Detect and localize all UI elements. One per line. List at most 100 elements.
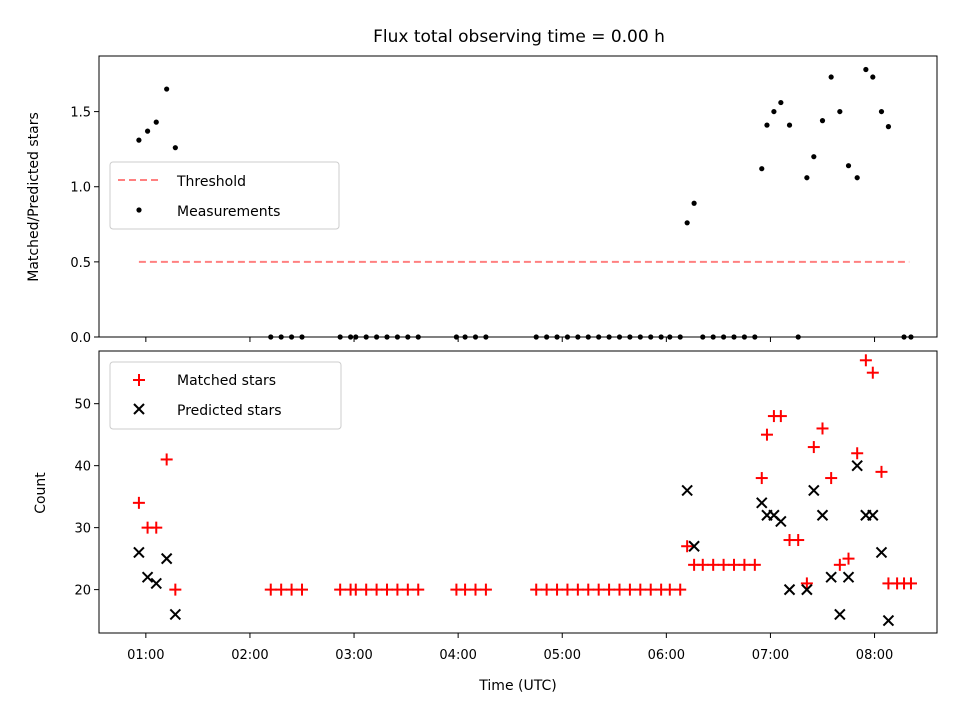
matched-star-point — [774, 410, 787, 423]
counts-marks — [132, 354, 917, 627]
measurement-point — [819, 118, 826, 124]
matched-star-point — [634, 583, 647, 596]
matched-star-point — [479, 583, 492, 596]
counts-legend-box — [109, 361, 342, 430]
y-tick-label: 30 — [74, 522, 91, 537]
measurement-point — [863, 66, 869, 73]
matched-star-point — [160, 453, 173, 466]
matched-star-point — [663, 583, 676, 596]
matched-star-point — [792, 534, 805, 547]
matched-star-point — [738, 558, 751, 571]
matched-star-point — [360, 583, 373, 596]
predicted-star-point — [867, 509, 879, 521]
measurement-point — [764, 122, 770, 128]
measurement-point — [691, 200, 697, 206]
matched-star-point — [592, 583, 605, 596]
matched-star-point — [833, 558, 846, 571]
measurement-point — [804, 175, 810, 181]
matched-star-point — [800, 577, 813, 590]
matched-star-point — [748, 558, 761, 571]
legend-threshold-label: Threshold — [176, 174, 246, 190]
matched-star-point — [582, 583, 595, 596]
measurement-point — [136, 137, 142, 143]
matched-star-point — [412, 583, 425, 596]
matched-star-point — [264, 583, 277, 596]
matched-star-point — [807, 441, 820, 454]
matched-star-point — [132, 496, 145, 509]
y-tick-label: 40 — [74, 460, 91, 475]
measurement-point — [811, 154, 817, 160]
ratio-x-ticks — [145, 337, 876, 342]
predicted-star-point — [851, 459, 863, 472]
ratio-axes-frame — [98, 55, 938, 338]
predicted-star-point — [842, 571, 855, 583]
predicted-star-point — [160, 552, 173, 565]
predicted-star-point — [688, 540, 700, 552]
x-tick-label: 01:00 — [127, 648, 164, 663]
predicted-star-point — [775, 515, 787, 528]
predicted-star-point — [783, 583, 796, 596]
matched-star-point — [285, 583, 298, 596]
x-tick-label: 04:00 — [439, 648, 476, 663]
predicted-star-point — [875, 546, 888, 559]
ratio-y-ticks: 0.0 0.5 1.0 1.5 — [70, 106, 99, 346]
measurement-point — [837, 108, 843, 115]
matched-star-point — [875, 465, 888, 478]
legend-predicted-label: Predicted stars — [177, 403, 282, 419]
measurement-point — [164, 86, 170, 92]
legend-predicted-swatch — [133, 403, 145, 415]
x-axis-label: Time (UTC) — [478, 678, 556, 694]
counts-y-axis-label: Count — [33, 472, 49, 514]
measurement-point — [786, 122, 793, 128]
ratio-y-axis-label: Matched/Predicted stars — [26, 112, 42, 282]
y-tick-label: 1.0 — [70, 181, 91, 196]
ratio-legend: Threshold Measurements — [109, 161, 340, 230]
measurement-point — [153, 119, 159, 125]
counts-legend: Matched stars Predicted stars — [109, 361, 342, 430]
measurement-point — [771, 108, 777, 115]
measurement-point — [885, 124, 892, 130]
x-tick-label: 03:00 — [335, 648, 372, 663]
matched-star-point — [644, 583, 657, 596]
predicted-star-point — [681, 484, 693, 497]
matched-star-point — [674, 583, 687, 596]
y-tick-label: 0.5 — [70, 256, 91, 271]
chart-title: Flux total observing time = 0.00 h — [373, 27, 665, 47]
ratio-legend-box — [109, 161, 340, 230]
matched-star-point — [401, 583, 414, 596]
measurement-point — [878, 108, 885, 115]
predicted-star-point — [169, 608, 182, 621]
predicted-star-point — [834, 608, 846, 621]
matched-star-point — [755, 472, 768, 485]
predicted-star-point — [133, 546, 145, 559]
y-tick-label: 20 — [74, 584, 91, 599]
predicted-star-point — [141, 571, 154, 583]
matched-star-point — [349, 583, 362, 596]
measurement-point — [144, 128, 151, 134]
matched-star-point — [530, 583, 543, 596]
matched-star-point — [717, 558, 730, 571]
matched-star-point — [571, 583, 584, 596]
x-tick-label: 08:00 — [856, 648, 893, 663]
measurement-point — [684, 220, 690, 226]
x-tick-label: 05:00 — [544, 648, 581, 663]
matched-star-point — [904, 577, 917, 590]
predicted-star-point — [882, 614, 895, 627]
counts-axes-frame — [98, 350, 938, 634]
legend-measurements-swatch — [136, 207, 142, 213]
y-tick-label: 1.5 — [70, 106, 91, 121]
matched-star-point — [391, 583, 404, 596]
matched-star-point — [866, 366, 879, 379]
matched-star-point — [681, 540, 694, 553]
predicted-star-point — [150, 577, 162, 590]
matched-star-point — [561, 583, 574, 596]
matched-star-point — [623, 583, 636, 596]
matched-star-point — [851, 447, 864, 460]
legend-measurements-label: Measurements — [177, 204, 280, 220]
counts-x-ticks: 01:00 02:00 03:00 04:00 05:00 06:00 07:00 08:00 — [127, 633, 893, 663]
matched-star-point — [816, 422, 829, 435]
matched-star-point — [469, 583, 482, 596]
x-tick-label: 07:00 — [752, 648, 789, 663]
